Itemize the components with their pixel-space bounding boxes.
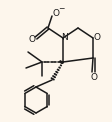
Text: O: O: [53, 9, 59, 17]
Text: O: O: [28, 35, 36, 44]
Text: N: N: [61, 34, 67, 42]
Text: O: O: [90, 72, 98, 81]
Text: −: −: [58, 5, 64, 14]
Text: O: O: [94, 32, 100, 41]
